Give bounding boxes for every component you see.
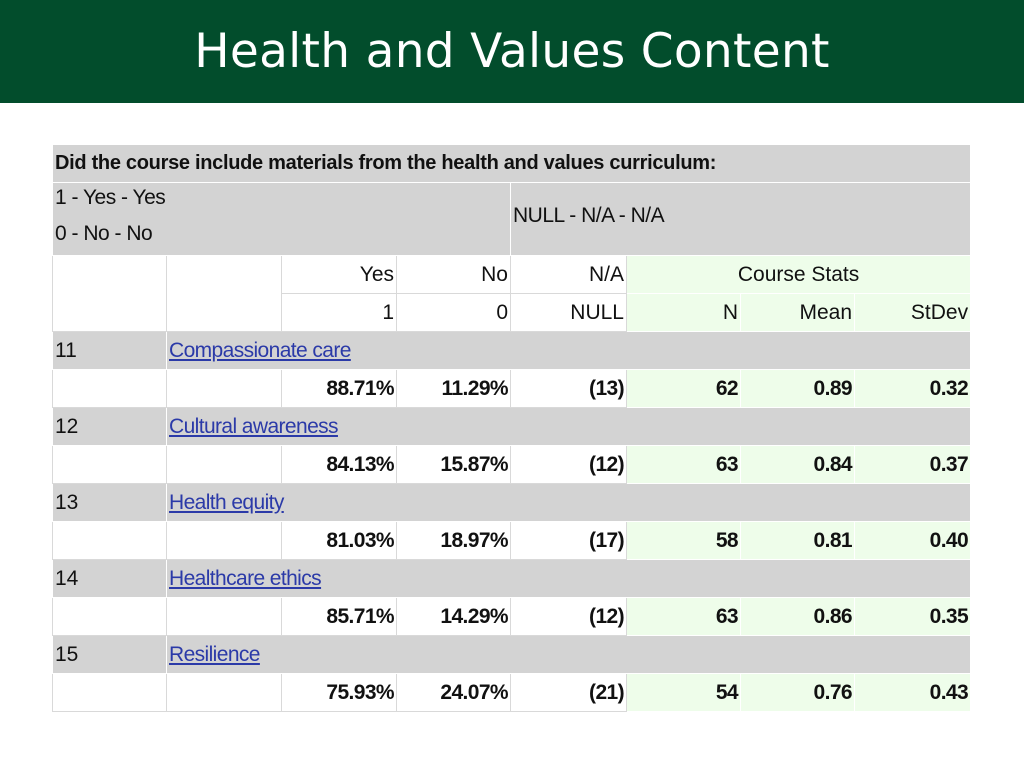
legend-yes: 1 - Yes - Yes — [55, 186, 166, 209]
header-na: N/A — [510, 255, 627, 294]
item-id: 14 — [52, 559, 167, 598]
item-label-cell: Compassionate care — [165, 331, 972, 370]
item-label-link[interactable]: Cultural awareness — [169, 414, 339, 438]
stat-stdev: 0.35 — [853, 597, 972, 636]
blank-cell — [52, 597, 167, 636]
stat-stdev: 0.37 — [853, 445, 972, 484]
stat-stdev: 0.40 — [853, 521, 972, 560]
item-values-row: 84.13% 15.87% (12) 63 0.84 0.37 — [52, 445, 972, 484]
header-stdev: StDev — [853, 293, 972, 332]
header-course-stats: Course Stats — [625, 255, 972, 294]
legend-no: 0 - No - No — [55, 222, 153, 245]
blank-cell — [166, 521, 282, 560]
yes-percent: 88.71% — [281, 369, 397, 408]
item-values-row: 85.71% 14.29% (12) 63 0.86 0.35 — [52, 597, 972, 636]
item-label-link[interactable]: Health equity — [169, 490, 284, 514]
item-label-link[interactable]: Resilience — [169, 642, 260, 666]
na-count: (12) — [510, 445, 627, 484]
header-no-code: 0 — [396, 293, 511, 332]
blank-cell — [52, 445, 167, 484]
yes-percent: 81.03% — [281, 521, 397, 560]
blank-cell — [166, 369, 282, 408]
item-values-row: 88.71% 11.29% (13) 62 0.89 0.32 — [52, 369, 972, 408]
stat-n: 63 — [626, 445, 741, 484]
stat-mean: 0.89 — [740, 369, 855, 408]
header-n: N — [626, 293, 741, 332]
stat-mean: 0.86 — [740, 597, 855, 636]
item-values-row: 81.03% 18.97% (17) 58 0.81 0.40 — [52, 521, 972, 560]
stat-stdev: 0.32 — [853, 369, 972, 408]
item-label-row: 14 Healthcare ethics — [52, 559, 972, 598]
header-yes: Yes — [281, 255, 397, 294]
stat-mean: 0.81 — [740, 521, 855, 560]
legend-codes: 1 - Yes - Yes 0 - No - No — [52, 182, 511, 256]
blank-cell — [166, 597, 282, 636]
item-label-row: 15 Resilience — [52, 635, 972, 674]
yes-percent: 84.13% — [281, 445, 397, 484]
na-count: (21) — [510, 673, 627, 712]
header-blank-id — [52, 255, 167, 332]
no-percent: 15.87% — [396, 445, 511, 484]
blank-cell — [52, 521, 167, 560]
item-label-cell: Healthcare ethics — [165, 559, 972, 598]
survey-results-table: Did the course include materials from th… — [51, 144, 972, 712]
header-na-code: NULL — [510, 293, 627, 332]
legend-null: NULL - N/A - N/A — [509, 182, 972, 256]
no-percent: 11.29% — [396, 369, 511, 408]
yes-percent: 75.93% — [281, 673, 397, 712]
no-percent: 18.97% — [396, 521, 511, 560]
stat-mean: 0.84 — [740, 445, 855, 484]
title-bar: Health and Values Content — [0, 0, 1024, 103]
item-label-row: 11 Compassionate care — [52, 331, 972, 370]
stat-mean: 0.76 — [740, 673, 855, 712]
header-yes-code: 1 — [281, 293, 397, 332]
na-count: (13) — [510, 369, 627, 408]
item-id: 11 — [52, 331, 167, 370]
no-percent: 24.07% — [396, 673, 511, 712]
item-label-link[interactable]: Healthcare ethics — [169, 566, 322, 590]
stat-n: 58 — [626, 521, 741, 560]
item-label-cell: Cultural awareness — [165, 407, 972, 446]
stat-n: 63 — [626, 597, 741, 636]
item-values-row: 75.93% 24.07% (21) 54 0.76 0.43 — [52, 673, 972, 712]
na-count: (12) — [510, 597, 627, 636]
item-label-cell: Resilience — [165, 635, 972, 674]
slide-title: Health and Values Content — [194, 24, 830, 79]
item-label-link[interactable]: Compassionate care — [169, 338, 351, 362]
yes-percent: 85.71% — [281, 597, 397, 636]
header-blank-label — [166, 255, 282, 332]
blank-cell — [52, 673, 167, 712]
item-label-cell: Health equity — [165, 483, 972, 522]
item-label-row: 12 Cultural awareness — [52, 407, 972, 446]
na-count: (17) — [510, 521, 627, 560]
question-text: Did the course include materials from th… — [51, 144, 972, 183]
stat-n: 62 — [626, 369, 741, 408]
item-id: 13 — [52, 483, 167, 522]
header-mean: Mean — [740, 293, 855, 332]
stat-n: 54 — [626, 673, 741, 712]
no-percent: 14.29% — [396, 597, 511, 636]
item-id: 12 — [52, 407, 167, 446]
stat-stdev: 0.43 — [853, 673, 972, 712]
header-no: No — [396, 255, 511, 294]
blank-cell — [166, 673, 282, 712]
item-label-row: 13 Health equity — [52, 483, 972, 522]
blank-cell — [52, 369, 167, 408]
legend-null-text: NULL - N/A - N/A — [513, 204, 665, 227]
item-id: 15 — [52, 635, 167, 674]
blank-cell — [166, 445, 282, 484]
